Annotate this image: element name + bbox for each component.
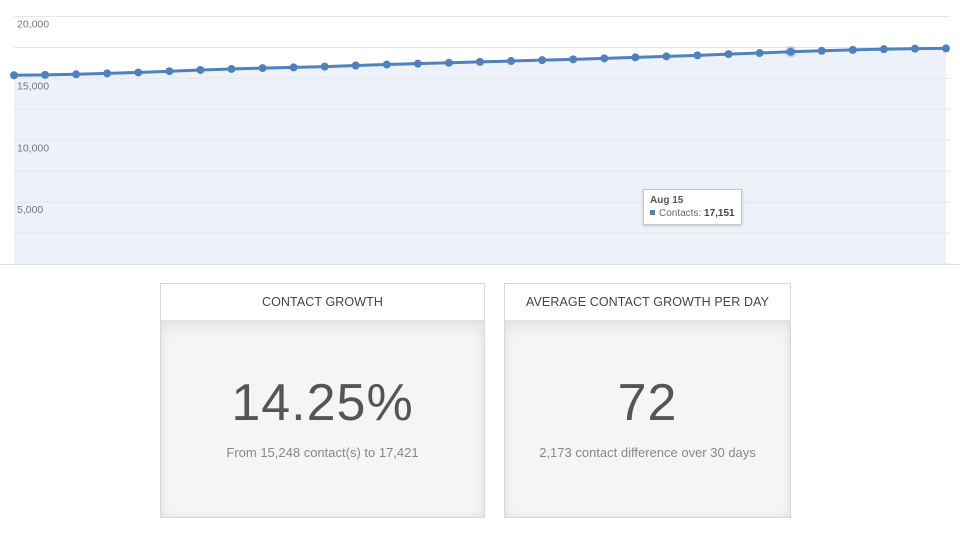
- data-point: [600, 54, 609, 63]
- avg-growth-subtitle: 2,173 contact difference over 30 days: [539, 445, 756, 460]
- contacts-chart-panel: 20,000 15,000 10,000 5,000 Aug 15 Contacts:…: [0, 0, 960, 265]
- tooltip-series-label: Contacts:: [659, 208, 705, 219]
- avg-growth-card: AVERAGE CONTACT GROWTH PER DAY 72 2,173 …: [504, 283, 791, 518]
- data-point: [227, 64, 236, 73]
- series-swatch-icon: [650, 210, 655, 215]
- y-tick-label: 15,000: [17, 80, 49, 92]
- data-point: [289, 63, 298, 72]
- contact-growth-subtitle: From 15,248 contact(s) to 17,421: [226, 445, 419, 460]
- data-point: [134, 68, 143, 77]
- contact-growth-value: 14.25%: [231, 374, 414, 432]
- contact-growth-body: 14.25% From 15,248 contact(s) to 17,421: [161, 321, 484, 517]
- data-point: [72, 70, 81, 79]
- y-tick-label: 20,000: [17, 19, 49, 31]
- data-point: [910, 44, 919, 53]
- tooltip-date: Aug 15: [650, 195, 684, 206]
- data-point: [476, 57, 484, 66]
- data-point: [320, 62, 329, 71]
- data-point: [382, 60, 391, 69]
- y-tick-label: 5,000: [17, 204, 43, 216]
- contact-growth-card: CONTACT GROWTH 14.25% From 15,248 contac…: [160, 283, 485, 518]
- data-point: [165, 67, 174, 76]
- data-point: [755, 49, 764, 58]
- data-point: [786, 47, 795, 56]
- data-point: [848, 45, 857, 54]
- data-point: [413, 59, 422, 68]
- tooltip-row: Contacts: 17,151: [650, 208, 735, 219]
- avg-growth-title: AVERAGE CONTACT GROWTH PER DAY: [505, 284, 790, 321]
- data-point: [196, 65, 205, 74]
- data-point: [507, 57, 516, 66]
- data-point: [693, 51, 702, 60]
- tooltip-value: 17,151: [704, 208, 735, 219]
- contacts-area-chart: 20,000 15,000 10,000 5,000: [10, 16, 950, 264]
- data-point: [258, 64, 267, 73]
- area-fill: [14, 48, 946, 264]
- chart-tooltip: Aug 15 Contacts: 17,151: [643, 189, 742, 225]
- data-point: [724, 50, 733, 59]
- avg-growth-body: 72 2,173 contact difference over 30 days: [505, 321, 790, 517]
- data-point: [662, 52, 671, 61]
- contact-growth-title: CONTACT GROWTH: [161, 284, 484, 321]
- data-point: [631, 53, 640, 62]
- data-point: [10, 71, 18, 80]
- data-point: [942, 44, 950, 53]
- data-point: [569, 55, 578, 64]
- data-point: [103, 69, 112, 78]
- data-point: [41, 70, 50, 79]
- data-point: [351, 61, 360, 70]
- y-tick-label: 10,000: [17, 142, 49, 154]
- data-point: [538, 56, 547, 65]
- data-point: [444, 58, 453, 67]
- data-point: [879, 45, 888, 54]
- avg-growth-value: 72: [617, 374, 678, 432]
- data-point: [817, 46, 826, 55]
